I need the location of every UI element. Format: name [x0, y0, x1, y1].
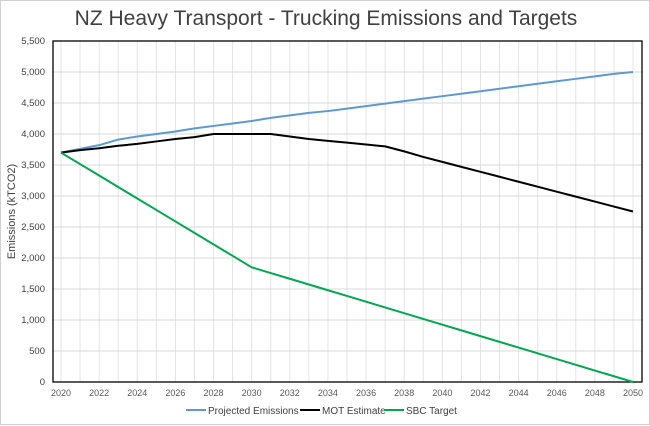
x-tick-label: 2030	[242, 388, 262, 398]
y-tick-label: 5,500	[21, 36, 45, 47]
y-tick-label: 1,000	[21, 315, 45, 326]
x-tick-label: 2034	[318, 388, 338, 398]
x-tick-label: 2022	[89, 388, 109, 398]
plot-area-border	[52, 40, 643, 383]
x-tick-label: 2038	[394, 388, 414, 398]
chart-title: NZ Heavy Transport - Trucking Emissions …	[74, 7, 578, 30]
x-tick-label: 2024	[127, 388, 147, 398]
x-tick-label: 2032	[280, 388, 300, 398]
y-tick-label: 5,000	[21, 67, 45, 78]
x-tick-label: 2046	[547, 388, 567, 398]
x-tick-label: 2048	[585, 388, 605, 398]
x-tick-label: 2044	[509, 388, 529, 398]
y-tick-label: 4,000	[21, 129, 45, 140]
x-tick-label: 2042	[470, 388, 490, 398]
legend-label: Projected Emissions	[208, 406, 299, 417]
y-tick-label: 2,500	[21, 222, 45, 233]
x-tick-label: 2040	[432, 388, 452, 398]
y-axis-label: Emissions (kTCO2)	[6, 164, 18, 259]
series-line-mot-estimate	[60, 133, 634, 213]
series-line-sbc-target	[60, 151, 634, 383]
x-tick-label: 2020	[51, 388, 71, 398]
y-tick-label: 4,500	[21, 98, 45, 109]
legend-label: SBC Target	[406, 406, 457, 417]
x-tick-label: 2028	[204, 388, 224, 398]
x-tick-label: 2036	[356, 388, 376, 398]
legend-label: MOT Estimate	[322, 406, 386, 417]
y-tick-label: 3,000	[21, 191, 45, 202]
y-tick-label: 0	[40, 377, 45, 388]
x-tick-label: 2050	[623, 388, 643, 398]
y-tick-label: 1,500	[21, 284, 45, 295]
y-tick-label: 2,000	[21, 253, 45, 264]
series-line-projected-emissions	[60, 71, 634, 154]
x-tick-label: 2026	[165, 388, 185, 398]
y-tick-label: 500	[29, 346, 45, 357]
y-tick-label: 3,500	[21, 160, 45, 171]
